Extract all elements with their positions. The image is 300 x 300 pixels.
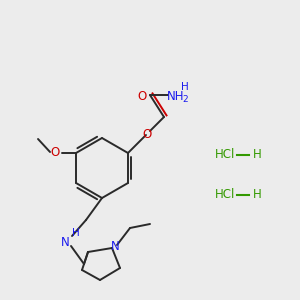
Text: H: H: [253, 188, 262, 202]
Text: HCl: HCl: [215, 148, 236, 161]
Text: H: H: [253, 148, 262, 161]
Text: O: O: [142, 128, 152, 140]
Text: N: N: [61, 236, 69, 248]
Text: NH: NH: [167, 89, 185, 103]
Text: N: N: [111, 241, 119, 254]
Text: 2: 2: [182, 94, 188, 103]
Text: HCl: HCl: [215, 188, 236, 202]
Text: O: O: [50, 146, 60, 160]
Text: H: H: [181, 82, 189, 92]
Text: O: O: [137, 91, 147, 103]
Text: H: H: [72, 228, 80, 238]
